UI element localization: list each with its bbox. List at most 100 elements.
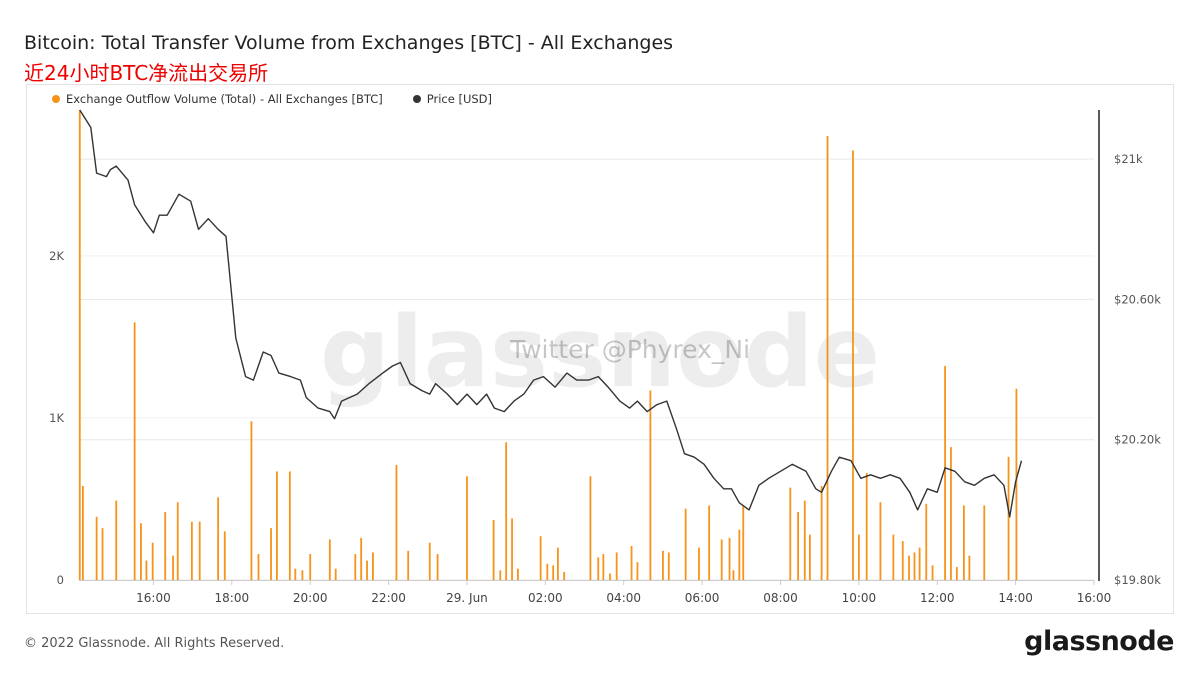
- y-right-tick-label: $20.60k: [1114, 292, 1161, 306]
- legend-marker-outflow: [52, 95, 60, 103]
- outflow-bar: [257, 554, 260, 580]
- chart-title: Bitcoin: Total Transfer Volume from Exch…: [24, 32, 674, 54]
- outflow-bar: [492, 520, 495, 580]
- x-tick-label: 20:00: [293, 591, 328, 605]
- x-tick-label: 06:00: [685, 591, 720, 605]
- outflow-bar: [151, 542, 154, 580]
- outflow-bar: [466, 476, 468, 580]
- outflow-bar: [140, 523, 142, 580]
- outflow-bar: [270, 528, 272, 580]
- outflow-bar: [684, 508, 687, 580]
- outflow-bar: [82, 486, 84, 580]
- outflow-bar: [511, 518, 513, 580]
- outflow-bar: [164, 511, 167, 580]
- outflow-bar: [301, 570, 304, 580]
- outflow-bar: [925, 503, 928, 580]
- outflow-bar: [820, 486, 823, 580]
- outflow-bar: [789, 487, 792, 580]
- outflow-bar: [728, 537, 731, 580]
- y-left-tick-label: 1K: [49, 411, 64, 425]
- outflow-bar: [597, 557, 600, 580]
- outflow-bar: [176, 502, 179, 580]
- x-tick-label: 04:00: [606, 591, 641, 605]
- outflow-bar: [172, 555, 174, 580]
- outflow-bar: [803, 500, 806, 580]
- watermark-overlay: Twitter @Phyrex_Ni: [509, 335, 750, 364]
- price-line: [79, 109, 1023, 518]
- outflow-bar: [539, 536, 542, 580]
- footer-copyright: © 2022 Glassnode. All Rights Reserved.: [24, 636, 285, 651]
- legend-label-price: Price [USD]: [426, 92, 493, 106]
- outflow-bar: [667, 552, 670, 580]
- outflow-bar: [354, 554, 357, 580]
- outflow-bar: [133, 322, 136, 580]
- x-tick-label: 12:00: [920, 591, 955, 605]
- outflow-bar: [436, 554, 439, 580]
- outflow-bar: [328, 539, 331, 580]
- legend-item-outflow[interactable]: Exchange Outflow Volume (Total) - All Ex…: [52, 92, 383, 106]
- outflow-bar: [395, 464, 398, 580]
- outflow-bar: [879, 502, 882, 580]
- outflow-bar: [662, 550, 664, 580]
- outflow-bar: [615, 552, 618, 580]
- y-right-tick-label: $21k: [1114, 152, 1143, 166]
- outflow-bar: [198, 521, 201, 580]
- outflow-bar: [190, 521, 193, 580]
- x-tick-label: 22:00: [371, 591, 406, 605]
- outflow-bar: [968, 555, 971, 580]
- chart-frame: [26, 84, 1174, 614]
- outflow-bar: [217, 497, 220, 580]
- outflow-bar: [738, 529, 741, 580]
- outflow-bar: [913, 552, 916, 580]
- outflow-bar: [852, 150, 854, 580]
- x-tick-label: 08:00: [763, 591, 798, 605]
- outflow-bar: [145, 560, 148, 580]
- outflow-bar: [1015, 388, 1018, 580]
- outflow-bar: [505, 442, 508, 580]
- outflow-bar: [95, 516, 98, 580]
- outflow-bar: [742, 505, 745, 580]
- legend-item-price[interactable]: Price [USD]: [412, 92, 493, 106]
- y-left-tick-label: 0: [57, 573, 64, 587]
- x-tick-label: 14:00: [998, 591, 1033, 605]
- chart-subtitle: 近24小时BTC净流出交易所: [24, 61, 269, 85]
- outflow-bar: [309, 554, 312, 580]
- outflow-bar: [609, 573, 611, 580]
- outflow-bar: [589, 476, 592, 580]
- outflow-bar: [901, 541, 904, 580]
- outflow-bar: [931, 565, 934, 580]
- chart-legend: Exchange Outflow Volume (Total) - All Ex…: [52, 91, 492, 107]
- outflow-bar: [360, 537, 363, 580]
- outflow-bar: [288, 471, 291, 580]
- outflow-bar: [372, 552, 374, 580]
- outflow-bar: [955, 567, 958, 580]
- outflow-bar: [950, 447, 952, 580]
- outflow-bar: [983, 505, 986, 580]
- outflow-bar: [1007, 456, 1010, 580]
- outflow-bar: [602, 554, 605, 580]
- glassnode-logo[interactable]: glassnode: [1024, 626, 1174, 657]
- outflow-bar: [708, 505, 711, 580]
- outflow-bar: [630, 545, 633, 580]
- outflow-bar: [334, 568, 337, 580]
- outflow-bar: [428, 542, 431, 580]
- x-tick-label: 10:00: [842, 591, 877, 605]
- outflow-bar: [732, 570, 735, 580]
- outflow-bar: [720, 539, 723, 580]
- outflow-bar: [892, 534, 895, 580]
- outflow-bar: [944, 366, 946, 580]
- x-tick-label: 29. Jun: [446, 591, 488, 605]
- watermark-brand: glassnode: [320, 296, 880, 410]
- outflow-bar: [407, 550, 410, 580]
- outflow-bar: [797, 511, 800, 580]
- legend-label-outflow: Exchange Outflow Volume (Total) - All Ex…: [66, 92, 383, 106]
- outflow-bar: [563, 571, 566, 580]
- outflow-bar: [962, 505, 965, 580]
- y-left-tick-label: 2K: [49, 249, 64, 263]
- x-tick-label: 16:00: [1077, 591, 1112, 605]
- legend-marker-price: [412, 95, 421, 103]
- outflow-bar: [250, 421, 253, 580]
- outflow-bar: [517, 568, 519, 580]
- outflow-bar: [636, 562, 639, 580]
